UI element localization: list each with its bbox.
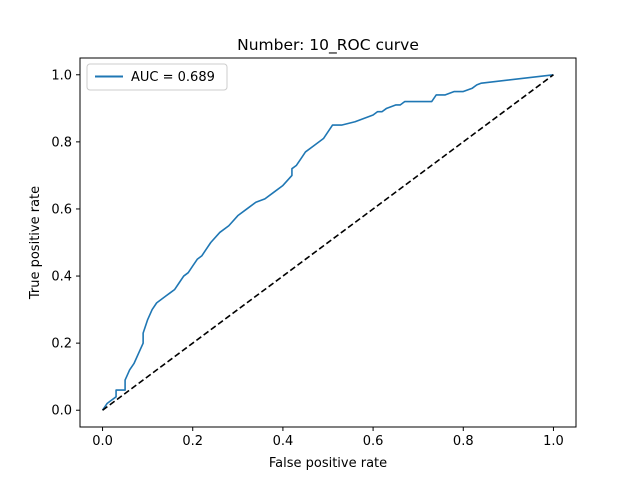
y-tick-label: 0.0 bbox=[51, 404, 72, 419]
ticks-layer: 0.0 0.2 0.4 0.6 0.8 1.0 0.0 0.2 0.4 0.6 0.8 1.0 bbox=[51, 68, 563, 449]
x-tick-label: 0.8 bbox=[453, 434, 474, 449]
y-tick-label: 0.2 bbox=[51, 337, 72, 352]
x-tick-label: 0.0 bbox=[92, 434, 113, 449]
y-tick-label: 0.6 bbox=[51, 202, 72, 217]
chance-diagonal-line bbox=[102, 74, 554, 411]
x-tick-label: 0.6 bbox=[363, 434, 384, 449]
roc-curve-line bbox=[101, 73, 554, 411]
chart-title: Number: 10_ROC curve bbox=[237, 36, 419, 55]
legend: AUC = 0.689 bbox=[86, 63, 228, 91]
x-tick-label: 0.4 bbox=[273, 434, 294, 449]
y-tick-label: 0.8 bbox=[51, 135, 72, 150]
y-tick-label: 1.0 bbox=[51, 68, 72, 83]
series-layer bbox=[101, 73, 554, 411]
plot-frame bbox=[79, 57, 577, 428]
legend-box bbox=[86, 63, 228, 91]
x-tick-label: 1.0 bbox=[543, 434, 564, 449]
x-axis-label: False positive rate bbox=[269, 456, 387, 471]
x-tick-label: 0.2 bbox=[182, 434, 203, 449]
legend-label: AUC = 0.689 bbox=[131, 70, 215, 85]
y-tick-label: 0.4 bbox=[51, 270, 72, 285]
y-axis-label: True positive rate bbox=[28, 186, 43, 300]
